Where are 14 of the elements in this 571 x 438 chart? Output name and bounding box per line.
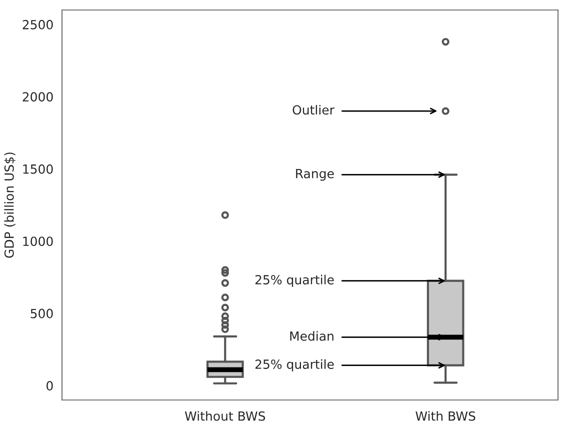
annotation: Median bbox=[290, 331, 334, 341]
y-tick-label: 0 bbox=[46, 381, 53, 390]
y-tick-label: 500 bbox=[30, 308, 53, 318]
x-tick-label: With BWS bbox=[416, 411, 476, 421]
y-axis-title: GDP (billion US$) bbox=[4, 152, 16, 258]
annotation: Range bbox=[296, 169, 334, 181]
y-tick-label: 1000 bbox=[23, 236, 53, 246]
x-tick-label: Without BWS bbox=[184, 411, 266, 421]
annotation: Outlier bbox=[292, 104, 334, 115]
y-tick-label: 2500 bbox=[22, 20, 53, 30]
annotation: 25% quartile bbox=[255, 274, 334, 287]
y-tick-label: 1500 bbox=[23, 164, 53, 174]
annotation: 25% quartile bbox=[255, 359, 334, 372]
y-tick-label: 2000 bbox=[22, 92, 53, 102]
